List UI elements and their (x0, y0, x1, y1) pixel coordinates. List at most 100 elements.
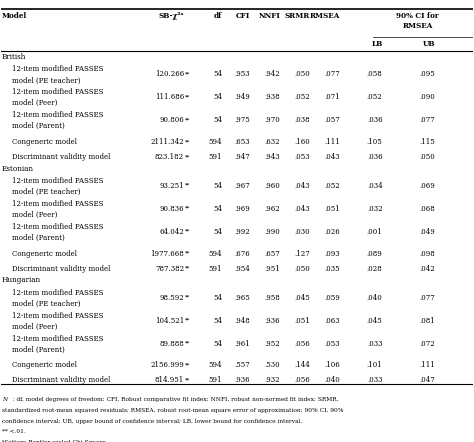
Text: .948: .948 (234, 316, 250, 324)
Text: .992: .992 (234, 228, 250, 236)
Text: 89.888: 89.888 (159, 339, 184, 347)
Text: .047: .047 (420, 377, 436, 385)
Text: RMSEA: RMSEA (310, 12, 340, 20)
Text: 12-item modified PASSES: 12-item modified PASSES (12, 111, 103, 119)
Text: .056: .056 (294, 377, 310, 385)
Text: .033: .033 (367, 339, 383, 347)
Text: .042: .042 (420, 265, 436, 273)
Text: Model: Model (1, 12, 27, 20)
Text: 54: 54 (213, 205, 222, 213)
Text: .043: .043 (324, 153, 340, 161)
Text: .936: .936 (264, 316, 280, 324)
Text: model (Peer): model (Peer) (12, 323, 57, 331)
Text: 54: 54 (213, 293, 222, 301)
Text: 787.382: 787.382 (155, 265, 184, 273)
Text: .530: .530 (264, 362, 280, 370)
Text: model (Peer): model (Peer) (12, 211, 57, 219)
Text: 93.251: 93.251 (159, 182, 184, 190)
Text: .938: .938 (264, 93, 280, 102)
Text: .961: .961 (234, 339, 250, 347)
Text: .105: .105 (367, 138, 383, 146)
Text: 90.836: 90.836 (159, 205, 184, 213)
Text: 90% CI for
RMSEA: 90% CI for RMSEA (396, 12, 439, 30)
Text: 594: 594 (209, 362, 222, 370)
Text: .990: .990 (264, 228, 280, 236)
Text: 2111.342: 2111.342 (150, 138, 184, 146)
Text: .063: .063 (324, 316, 340, 324)
Text: CFI: CFI (236, 12, 250, 20)
Text: model (Parent): model (Parent) (12, 346, 65, 354)
Text: .095: .095 (420, 70, 436, 79)
Text: 591: 591 (209, 265, 222, 273)
Text: **: ** (185, 362, 190, 367)
Text: .040: .040 (324, 377, 340, 385)
Text: .036: .036 (367, 116, 383, 125)
Text: **: ** (185, 340, 190, 346)
Text: .942: .942 (264, 70, 280, 79)
Text: .045: .045 (367, 316, 383, 324)
Text: .952: .952 (264, 339, 280, 347)
Text: model (Parent): model (Parent) (12, 234, 65, 242)
Text: .557: .557 (234, 362, 250, 370)
Text: Discriminant validity model: Discriminant validity model (12, 377, 110, 385)
Text: .077: .077 (420, 293, 436, 301)
Text: .089: .089 (367, 250, 383, 258)
Text: .051: .051 (294, 316, 310, 324)
Text: .052: .052 (324, 182, 340, 190)
Text: .949: .949 (234, 93, 250, 102)
Text: Congeneric model: Congeneric model (12, 362, 77, 370)
Text: model (Peer): model (Peer) (12, 99, 57, 107)
Text: .028: .028 (367, 265, 383, 273)
Text: .051: .051 (324, 205, 340, 213)
Text: .052: .052 (367, 93, 383, 102)
Text: .101: .101 (367, 362, 383, 370)
Text: 594: 594 (209, 250, 222, 258)
Text: .969: .969 (234, 205, 250, 213)
Text: 12-item modified PASSES: 12-item modified PASSES (12, 289, 103, 297)
Text: 12-item modified PASSES: 12-item modified PASSES (12, 177, 103, 185)
Text: .111: .111 (324, 138, 340, 146)
Text: ᵃSattora-Bentler scaled Chi-Square.: ᵃSattora-Bentler scaled Chi-Square. (1, 440, 107, 442)
Text: .072: .072 (420, 339, 436, 347)
Text: 98.592: 98.592 (159, 293, 184, 301)
Text: **: ** (185, 251, 190, 255)
Text: **: ** (185, 229, 190, 234)
Text: .953: .953 (234, 70, 250, 79)
Text: model (PE teacher): model (PE teacher) (12, 188, 81, 196)
Text: **: ** (185, 183, 190, 188)
Text: .936: .936 (234, 377, 250, 385)
Text: model (PE teacher): model (PE teacher) (12, 300, 81, 308)
Text: 12-item modified PASSES: 12-item modified PASSES (12, 200, 103, 208)
Text: 111.686: 111.686 (155, 93, 184, 102)
Text: .068: .068 (420, 205, 436, 213)
Text: **: ** (185, 94, 190, 99)
Text: 2156.999: 2156.999 (150, 362, 184, 370)
Text: Discriminant validity model: Discriminant validity model (12, 153, 110, 161)
Text: .058: .058 (367, 70, 383, 79)
Text: .965: .965 (234, 293, 250, 301)
Text: .144: .144 (294, 362, 310, 370)
Text: .951: .951 (264, 265, 280, 273)
Text: 12-item modified PASSES: 12-item modified PASSES (12, 223, 103, 231)
Text: .038: .038 (294, 116, 310, 125)
Text: .653: .653 (234, 138, 250, 146)
Text: .069: .069 (420, 182, 436, 190)
Text: 12-item modified PASSES: 12-item modified PASSES (12, 65, 103, 73)
Text: 594: 594 (209, 138, 222, 146)
Text: .676: .676 (234, 250, 250, 258)
Text: 54: 54 (213, 339, 222, 347)
Text: .053: .053 (324, 339, 340, 347)
Text: .049: .049 (420, 228, 436, 236)
Text: .033: .033 (367, 377, 383, 385)
Text: .050: .050 (420, 153, 436, 161)
Text: .045: .045 (294, 293, 310, 301)
Text: .947: .947 (234, 153, 250, 161)
Text: **: ** (185, 377, 190, 382)
Text: standardized root-mean squared residuals; RMSEA, robust root-mean square error o: standardized root-mean squared residuals… (1, 408, 343, 413)
Text: : df, model degrees of freedom; CFI, Robust comparative fit index; NNFI, robust : : df, model degrees of freedom; CFI, Rob… (7, 397, 339, 402)
Text: **: ** (185, 294, 190, 300)
Text: .035: .035 (324, 265, 340, 273)
Text: df: df (214, 12, 222, 20)
Text: 120.266: 120.266 (155, 70, 184, 79)
Text: .050: .050 (294, 265, 310, 273)
